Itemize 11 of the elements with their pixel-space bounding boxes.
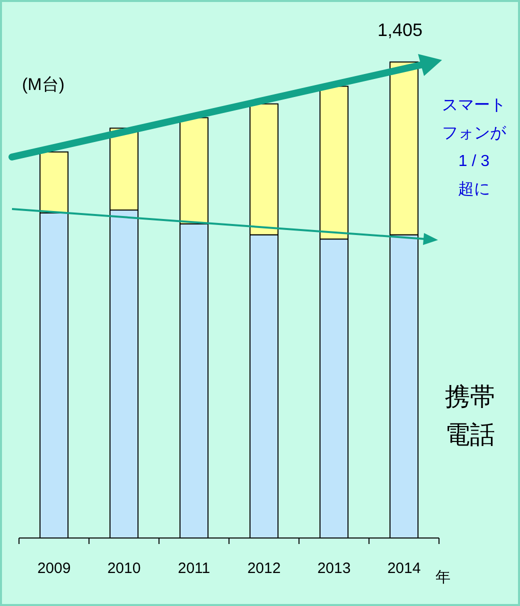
y-axis-title: (M台) [22, 75, 64, 94]
text: スマートフォンが1 / 3超に [442, 97, 507, 198]
x-axis-title: 年 [436, 569, 450, 586]
x-tick-label: 2010 [107, 560, 141, 577]
x-tick-label: 2009 [37, 560, 71, 577]
annotation: 1,405 [377, 20, 423, 40]
series-label: 携帯電話 [445, 383, 495, 449]
x-tick-label: 2013 [317, 560, 351, 577]
x-tick-label: 2012 [247, 560, 281, 577]
x-tick-label: 2014 [387, 560, 421, 577]
x-tick-label: 2011 [178, 560, 210, 577]
